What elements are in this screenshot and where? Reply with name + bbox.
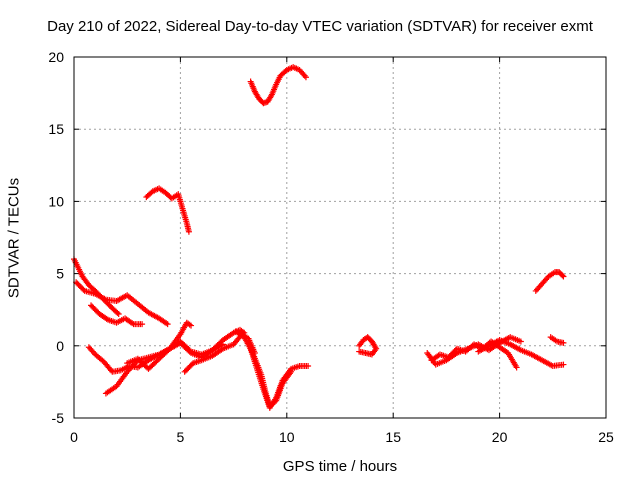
series-arc-3 xyxy=(88,302,146,328)
y-tick-label: 20 xyxy=(48,49,64,65)
y-tick-label: 10 xyxy=(48,193,64,209)
x-tick-label: 20 xyxy=(492,429,508,445)
x-tick-label: 25 xyxy=(598,429,614,445)
series-arc-12 xyxy=(247,64,309,107)
data-point xyxy=(513,364,520,371)
y-tick-label: -5 xyxy=(52,410,65,426)
data-point xyxy=(139,321,146,328)
data-points xyxy=(71,64,567,411)
series-arc-7 xyxy=(143,185,192,235)
data-point xyxy=(305,363,312,370)
series-arc-10 xyxy=(232,328,295,410)
x-tick-label: 10 xyxy=(279,429,295,445)
data-point xyxy=(186,348,193,355)
series-arc-2 xyxy=(73,279,171,328)
data-point xyxy=(560,339,567,346)
data-point xyxy=(517,338,524,345)
series-arc-14 xyxy=(424,334,524,368)
series-arc-13 xyxy=(356,334,380,358)
x-tick-label: 0 xyxy=(70,429,78,445)
chart-title: Day 210 of 2022, Sidereal Day-to-day VTE… xyxy=(47,18,593,35)
data-point xyxy=(356,348,363,355)
data-point xyxy=(560,361,567,368)
x-tick-label: 15 xyxy=(385,429,401,445)
data-point xyxy=(559,272,566,279)
y-tick-label: 5 xyxy=(56,266,64,282)
data-point xyxy=(185,228,192,235)
series-arc-11 xyxy=(247,345,312,411)
x-tick-label: 5 xyxy=(177,429,185,445)
data-point xyxy=(114,309,121,316)
grid-lines xyxy=(74,57,606,418)
data-point xyxy=(302,74,309,81)
data-point xyxy=(188,322,195,329)
series-arc-16 xyxy=(475,337,567,370)
y-tick-label: 0 xyxy=(56,338,64,354)
data-point xyxy=(560,273,567,280)
data-point xyxy=(164,321,171,328)
data-point xyxy=(115,311,122,318)
axis-ticks: 0 5 10 15 20 25 -5 0 5 10 15 20 xyxy=(48,49,614,445)
series-arc-18 xyxy=(547,334,567,346)
plot-border xyxy=(73,56,607,419)
x-axis-label: GPS time / hours xyxy=(282,458,398,475)
y-tick-label: 15 xyxy=(48,121,64,137)
series-arc-17 xyxy=(532,269,567,294)
y-axis-label: SDTVAR / TECUs xyxy=(5,177,23,299)
